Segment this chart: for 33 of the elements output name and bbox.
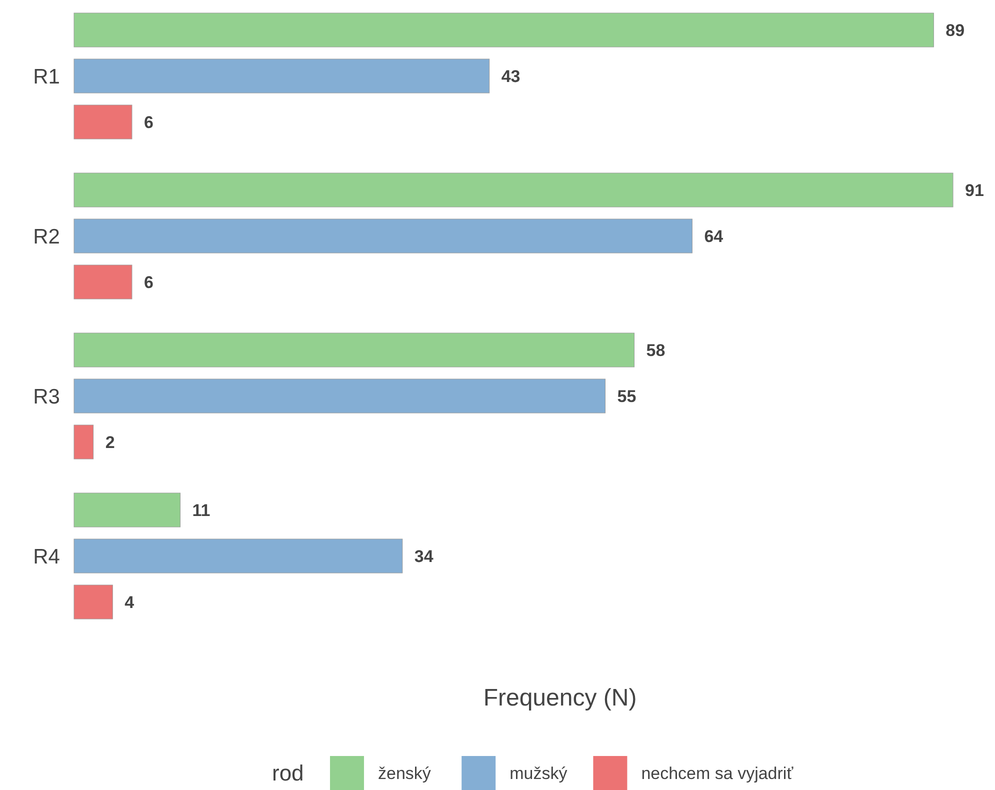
data-label: 2 [105,432,115,452]
data-label: 6 [144,112,154,132]
x-axis-title: Frequency (N) [483,684,637,712]
bar [74,12,934,48]
y-tick-label: R3 [33,385,60,408]
bar [74,104,132,140]
legend-label: nechcem sa vyjadriť [641,764,794,783]
bar [74,58,490,94]
data-label: 55 [617,386,636,406]
y-tick-label: R2 [33,225,60,248]
data-label: 89 [946,20,965,40]
legend-title: rod [272,760,304,786]
bar [74,172,954,208]
legend-label: ženský [378,764,432,783]
data-label: 91 [965,180,984,200]
bar [74,424,94,460]
data-label: 34 [414,546,434,566]
bar [74,538,403,574]
data-label: 11 [192,500,210,520]
legend-label: mužský [510,764,568,783]
data-label: 58 [646,340,666,360]
bar [74,218,692,254]
bar [74,584,113,620]
y-tick-label: R1 [33,65,60,88]
bar [74,378,606,414]
bar [74,264,132,300]
data-label: 4 [124,592,135,612]
bar [74,492,181,528]
data-label: 64 [704,226,724,246]
data-label: 6 [144,272,154,292]
data-label: 43 [501,66,520,86]
y-tick-label: R4 [33,545,60,568]
bar [74,332,634,368]
